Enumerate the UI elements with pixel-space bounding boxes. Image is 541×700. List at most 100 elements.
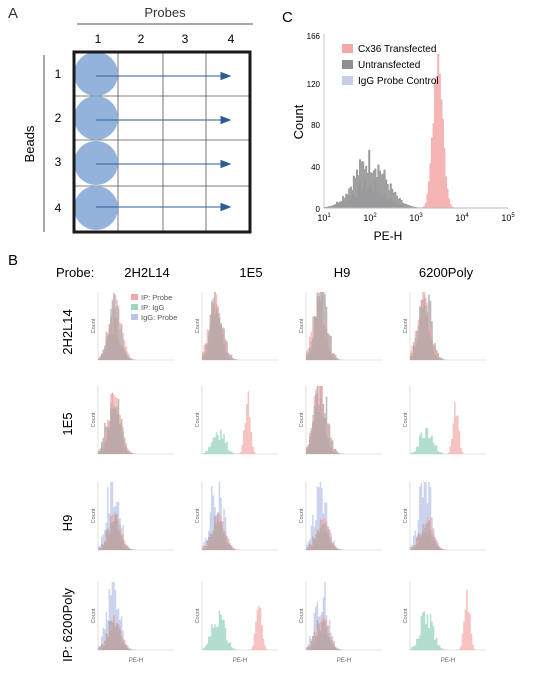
series-overlap (98, 512, 174, 550)
bead-row-1: 1 (55, 67, 62, 81)
bead-arrows (96, 71, 232, 212)
histogram-2-3: Count (299, 386, 382, 455)
panel-b-row-6200poly: IP: 6200Poly (60, 588, 75, 662)
probe-col-1: 1 (95, 32, 102, 46)
histogram-2-1: Count (91, 386, 174, 455)
histogram-2-4: Count (403, 386, 486, 455)
c-ytick-80: 80 (311, 121, 320, 130)
b-ylabel: Count (403, 508, 409, 523)
legend-label-igg: IgG Probe Control (358, 76, 439, 87)
bead-2 (74, 96, 118, 140)
b-ylabel: Count (403, 318, 409, 333)
c-ytick-120: 120 (307, 80, 321, 89)
histogram-4-3: Count PE-H (299, 582, 382, 664)
c-ytick-166: 166 (307, 32, 321, 41)
panel-b-row-h9: H9 (60, 515, 75, 532)
b-ylabel: Count (299, 318, 305, 333)
panel-c-axes: 0 40 80 120 166 101 102 103 104 105 (307, 32, 516, 223)
panel-b-col-1e5: 1E5 (239, 265, 262, 280)
series-ip-igg (202, 429, 278, 454)
histogram-3-2: Count (195, 482, 278, 551)
histogram-4-1: Count PE-H (91, 582, 174, 664)
b-ylabel: Count (299, 508, 305, 523)
legend-label-cx36: Cx36 Transfected (358, 44, 436, 55)
bead-3 (74, 141, 118, 185)
series-overlap (98, 406, 174, 454)
b-xlabel: PE-H (129, 658, 143, 664)
bead-grid (74, 52, 250, 232)
beads-title: Beads (22, 125, 37, 162)
c-xtick-4: 104 (455, 213, 469, 223)
b-legend-label-iggprobe: IgG: Probe (141, 313, 177, 322)
panel-c-legend: Cx36 Transfected Untransfected IgG Probe… (342, 44, 439, 87)
series-ip-igg (202, 610, 278, 650)
c-ytick-40: 40 (311, 163, 320, 172)
series-ip-igg (410, 427, 486, 454)
legend-swatch-untransfected (342, 60, 353, 69)
b-xlabel: PE-H (337, 658, 351, 664)
panel-a: A Probes 1 2 3 4 Beads 1 2 3 4 (8, 5, 253, 234)
panel-b: B Probe: 2H2L14 1E5 H9 6200Poly 2H2L14 1… (8, 252, 486, 664)
panel-b-row-2h2l14: 2H2L14 (60, 309, 75, 355)
bead-row-2: 2 (55, 111, 62, 125)
b-ylabel: Count (91, 608, 97, 623)
b-ylabel: Count (91, 318, 97, 333)
arrow-head-2 (220, 115, 232, 125)
series-overlap (410, 299, 486, 360)
b-ylabel: Count (299, 608, 305, 623)
series-overlap (202, 298, 278, 360)
b-ylabel: Count (195, 608, 201, 623)
panel-a-label: A (8, 5, 18, 22)
c-xtick-5: 105 (501, 213, 515, 223)
bead-row-3: 3 (55, 155, 62, 169)
series-overlap (306, 519, 382, 550)
b-legend-swatch-iggprobe (131, 314, 138, 320)
histogram-4-4: Count PE-H (403, 582, 486, 664)
b-ylabel: Count (299, 412, 305, 427)
series-overlap (98, 622, 174, 650)
series-overlap (410, 520, 486, 550)
legend-swatch-igg (342, 76, 353, 85)
histogram-4-2: Count PE-H (195, 582, 278, 664)
panel-b-row-1e5: 1E5 (60, 412, 75, 435)
legend-swatch-cx36 (342, 44, 353, 53)
bead-1 (74, 52, 118, 96)
legend-label-untransfected: Untransfected (358, 60, 420, 71)
panel-c-xlabel: PE-H (374, 229, 403, 243)
b-ylabel: Count (195, 318, 201, 333)
c-xtick-2: 102 (363, 213, 377, 223)
histogram-1-3: Count (299, 292, 382, 361)
arrow-head-1 (220, 71, 232, 81)
b-legend-swatch-igg (131, 304, 138, 310)
b-legend-label-igg: IP: IgG (141, 303, 165, 312)
b-ylabel: Count (195, 412, 201, 427)
panel-c-plot (323, 34, 508, 209)
histogram-1-4: Count (403, 292, 486, 361)
histogram-2-2: Count (195, 386, 278, 455)
panel-c-label: C (282, 9, 293, 26)
probes-title: Probes (144, 5, 186, 20)
series-overlap (98, 293, 174, 360)
series-overlap (306, 293, 382, 360)
b-ylabel: Count (91, 508, 97, 523)
b-ylabel: Count (195, 508, 201, 523)
series-overlap (306, 393, 382, 454)
panel-b-legend: IP: Probe IP: IgG IgG: Probe (131, 293, 177, 322)
c-series-untransfected (323, 149, 508, 209)
b-ylabel: Count (403, 412, 409, 427)
probe-row-label: Probe: (56, 265, 94, 280)
probe-col-2: 2 (138, 32, 145, 46)
series-ip-probe (410, 589, 486, 650)
panel-c: C Count PE-H 0 40 80 120 166 101 102 103 10… (282, 9, 515, 243)
c-ytick-0: 0 (316, 205, 321, 214)
b-ylabel: Count (403, 608, 409, 623)
arrow-head-3 (220, 159, 232, 169)
c-xtick-3: 103 (409, 213, 423, 223)
b-legend-swatch-probe (131, 294, 138, 300)
panel-b-col-6200poly: 6200Poly (419, 265, 474, 280)
histogram-3-4: Count (403, 482, 486, 551)
panel-c-ylabel: Count (291, 104, 306, 139)
histogram-1-1: Count (91, 292, 174, 361)
histogram-1-2: Count (195, 292, 278, 361)
